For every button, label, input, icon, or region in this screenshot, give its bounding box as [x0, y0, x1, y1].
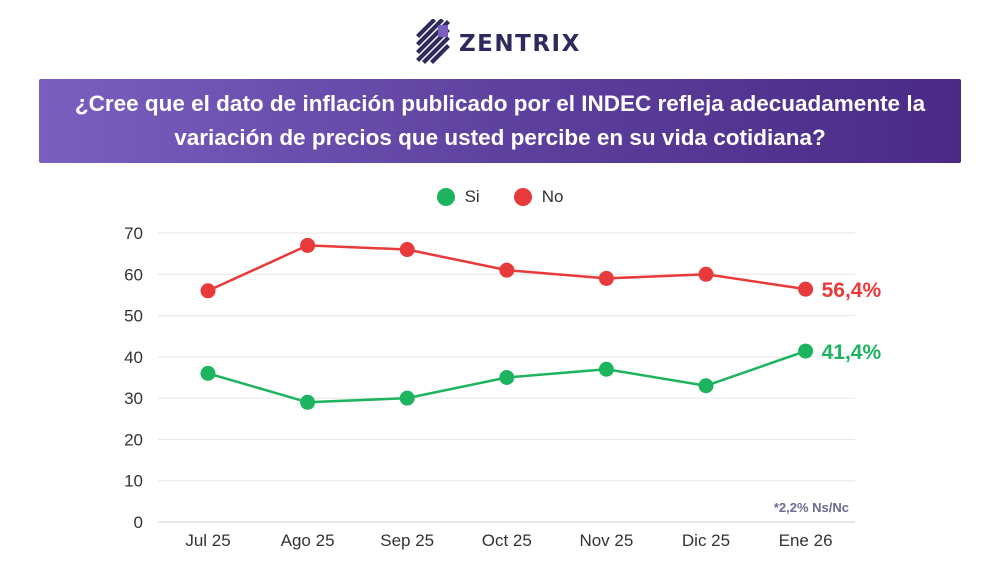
- y-tick-label: 30: [124, 389, 143, 408]
- zentrix-logo-icon: [416, 19, 450, 64]
- data-point-si: [499, 370, 515, 385]
- data-point-no: [399, 242, 415, 258]
- x-tick-label: Nov 25: [579, 531, 633, 550]
- x-tick-label: Ago 25: [281, 531, 335, 550]
- y-tick-label: 60: [124, 265, 143, 284]
- data-point-si: [300, 394, 316, 410]
- end-value-label-si: 41,4%: [822, 341, 882, 364]
- brand-logo: ZENTRIX: [413, 18, 581, 70]
- question-title: ¿Cree que el dato de inflación publicado…: [74, 91, 926, 150]
- y-tick-label: 70: [124, 224, 143, 243]
- chart-legend: Si No: [0, 187, 1000, 207]
- y-tick-label: 0: [134, 513, 143, 532]
- legend-item-no: No: [513, 187, 564, 207]
- x-tick-label: Ene 26: [779, 531, 833, 550]
- end-value-label-no: 56,4%: [822, 279, 882, 302]
- x-tick-label: Sep 25: [380, 531, 434, 550]
- x-tick-label: Jul 25: [185, 531, 230, 550]
- data-point-no: [798, 281, 814, 297]
- y-tick-label: 20: [124, 430, 143, 449]
- data-point-si: [698, 378, 714, 394]
- data-point-no: [698, 266, 714, 282]
- y-tick-label: 10: [124, 472, 143, 491]
- data-point-si: [399, 390, 415, 406]
- data-point-no: [499, 262, 515, 278]
- question-banner: ¿Cree que el dato de inflación publicado…: [39, 79, 961, 163]
- footnote-ns-nc: *2,2% Ns/Nc: [774, 500, 849, 515]
- data-point-no: [300, 237, 316, 253]
- data-point-si: [200, 365, 216, 381]
- legend-marker-si: [436, 188, 455, 206]
- data-point-si: [598, 361, 614, 377]
- x-tick-label: Oct 25: [482, 531, 532, 550]
- data-point-si: [798, 343, 814, 359]
- legend-label-si: Si: [464, 187, 480, 206]
- y-tick-label: 50: [124, 307, 143, 326]
- legend-marker-no: [513, 188, 532, 206]
- x-tick-label: Dic 25: [682, 531, 730, 550]
- y-tick-label: 40: [124, 348, 143, 367]
- data-point-no: [598, 270, 614, 286]
- legend-label-no: No: [541, 187, 564, 206]
- data-point-no: [200, 283, 216, 299]
- brand-name: ZENTRIX: [459, 31, 581, 57]
- legend-item-si: Si: [436, 187, 480, 207]
